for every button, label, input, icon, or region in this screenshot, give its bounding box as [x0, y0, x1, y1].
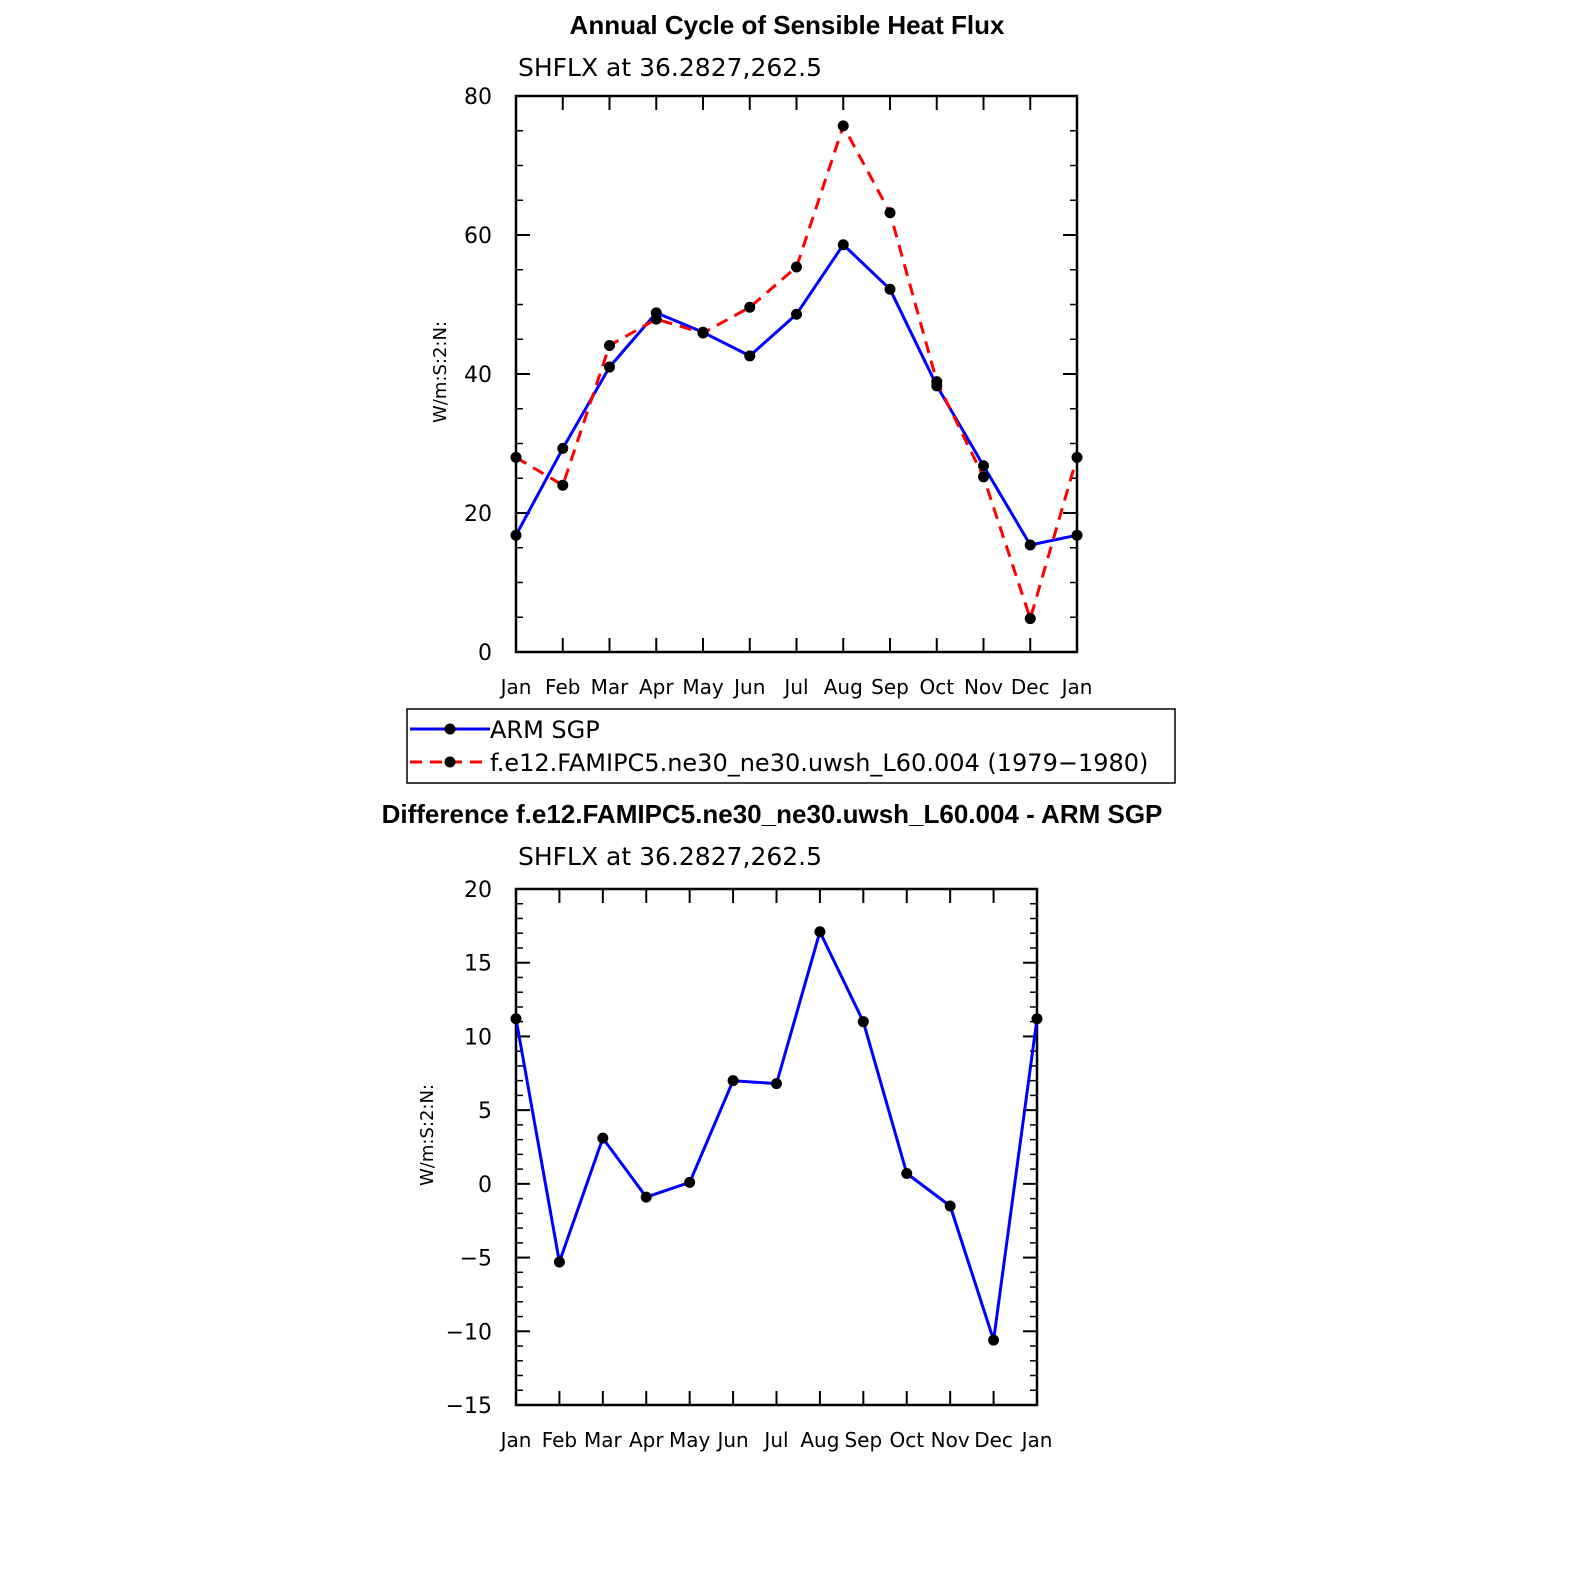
data-point — [744, 350, 756, 362]
y-tick-label: 15 — [464, 952, 492, 977]
data-point — [857, 1016, 869, 1028]
y-tick-label: 0 — [478, 1173, 492, 1198]
y-tick-label: 80 — [464, 85, 492, 110]
y-tick-label: 40 — [464, 363, 492, 388]
annual-cycle-panel: Annual Cycle of Sensible Heat Flux SHFLX… — [406, 10, 1176, 784]
axes-frame: 0 20 40 60 80 Jan Feb Mar Apr May Jun Jul Aug Sep Oct N… — [464, 85, 1092, 699]
x-tick-label: Aug — [824, 675, 863, 699]
data-point — [791, 261, 802, 273]
x-tick-label: Mar — [584, 1428, 623, 1452]
x-tick-label: Apr — [639, 675, 674, 699]
data-point — [684, 1176, 696, 1188]
data-point — [901, 1168, 913, 1180]
series-line — [514, 930, 1039, 1342]
data-point — [931, 376, 943, 388]
data-point — [1071, 529, 1083, 541]
data-point — [510, 1013, 522, 1025]
x-tick-label: May — [682, 675, 724, 699]
x-tick-label: Oct — [919, 675, 954, 699]
x-tick-label: May — [669, 1428, 711, 1452]
data-point — [978, 460, 989, 472]
x-tick-label: Nov — [964, 675, 1003, 699]
data-point — [988, 1334, 1000, 1346]
y-tick-label: −15 — [446, 1394, 492, 1419]
y-tick-label: −10 — [446, 1320, 492, 1345]
data-point — [604, 361, 615, 373]
chart-title: Difference f.e12.FAMIPC5.ne30_ne30.uwsh_… — [382, 799, 1163, 829]
legend-marker-arm — [444, 723, 456, 735]
data-point — [944, 1200, 956, 1212]
data-point — [1024, 539, 1036, 551]
series-line — [515, 124, 1079, 621]
x-tick-label: Apr — [629, 1428, 664, 1452]
x-tick-label: Jan — [1060, 675, 1093, 699]
data-point — [510, 451, 522, 463]
plot-frame — [514, 887, 1039, 1407]
chart-subtitle: SHFLX at 36.2827,262.5 — [518, 842, 822, 871]
x-tick-label: Dec — [1011, 675, 1050, 699]
legend: ARM SGP f.e12.FAMIPC5.ne30_ne30.uwsh_L60… — [406, 708, 1176, 784]
data-point — [791, 308, 802, 320]
legend-marker-model — [444, 756, 456, 768]
data-point — [1024, 613, 1036, 625]
series-line — [514, 243, 1078, 547]
x-tick-label: Jun — [732, 675, 765, 699]
x-tick-label: Nov — [931, 1428, 970, 1452]
y-axis-label: W/m:S:2:N: — [417, 1084, 438, 1186]
data-point — [884, 283, 896, 295]
y-tick-label: 60 — [464, 224, 492, 249]
axes-frame: −15 −10 −5 0 5 10 15 20 Jan Feb Mar Apr May Jun Jul Aug… — [446, 878, 1053, 1452]
data-point — [837, 120, 849, 132]
data-point — [1071, 451, 1083, 463]
data-point — [814, 926, 826, 938]
chart-subtitle: SHFLX at 36.2827,262.5 — [518, 53, 822, 82]
data-point — [557, 442, 569, 454]
y-tick-label: 5 — [478, 1099, 492, 1124]
series-layer — [510, 926, 1043, 1346]
series-layer — [510, 120, 1083, 625]
data-point — [640, 1191, 652, 1203]
data-point — [771, 1078, 782, 1090]
x-tick-label: Jun — [715, 1428, 748, 1452]
data-point — [510, 529, 522, 541]
x-tick-label: Feb — [545, 675, 580, 699]
legend-box — [406, 708, 1176, 784]
data-point — [978, 471, 989, 483]
x-tick-label: Mar — [591, 675, 630, 699]
chart-title: Annual Cycle of Sensible Heat Flux — [570, 10, 1005, 40]
y-tick-label: 20 — [464, 502, 492, 527]
y-tick-label: −5 — [460, 1247, 492, 1272]
y-tick-label: 20 — [464, 878, 492, 903]
y-tick-label: 10 — [464, 1025, 492, 1050]
x-tick-label: Feb — [542, 1428, 577, 1452]
data-point — [727, 1075, 739, 1087]
data-point — [837, 239, 849, 251]
data-point — [557, 479, 569, 491]
x-tick-label: Oct — [889, 1428, 924, 1452]
x-tick-label: Jul — [762, 1428, 788, 1452]
data-point — [604, 340, 615, 352]
legend-label-model: f.e12.FAMIPC5.ne30_ne30.uwsh_L60.004 (19… — [490, 749, 1148, 777]
legend-label-arm: ARM SGP — [490, 716, 600, 744]
data-point — [697, 327, 709, 339]
x-tick-label: Aug — [800, 1428, 839, 1452]
data-point — [884, 207, 896, 219]
x-tick-label: Jul — [782, 675, 808, 699]
data-point — [597, 1132, 609, 1144]
data-point — [553, 1256, 565, 1268]
x-tick-label: Jan — [499, 1428, 532, 1452]
y-axis-label: W/m:S:2:N: — [430, 321, 451, 423]
x-tick-label: Jan — [1020, 1428, 1053, 1452]
difference-panel: Difference f.e12.FAMIPC5.ne30_ne30.uwsh_… — [382, 799, 1163, 1452]
x-tick-label: Jan — [499, 675, 532, 699]
x-tick-label: Sep — [844, 1428, 882, 1452]
y-tick-label: 0 — [478, 641, 492, 666]
data-point — [650, 313, 662, 325]
x-tick-label: Sep — [871, 675, 909, 699]
data-point — [1031, 1013, 1043, 1025]
x-tick-label: Dec — [974, 1428, 1013, 1452]
data-point — [744, 301, 756, 313]
